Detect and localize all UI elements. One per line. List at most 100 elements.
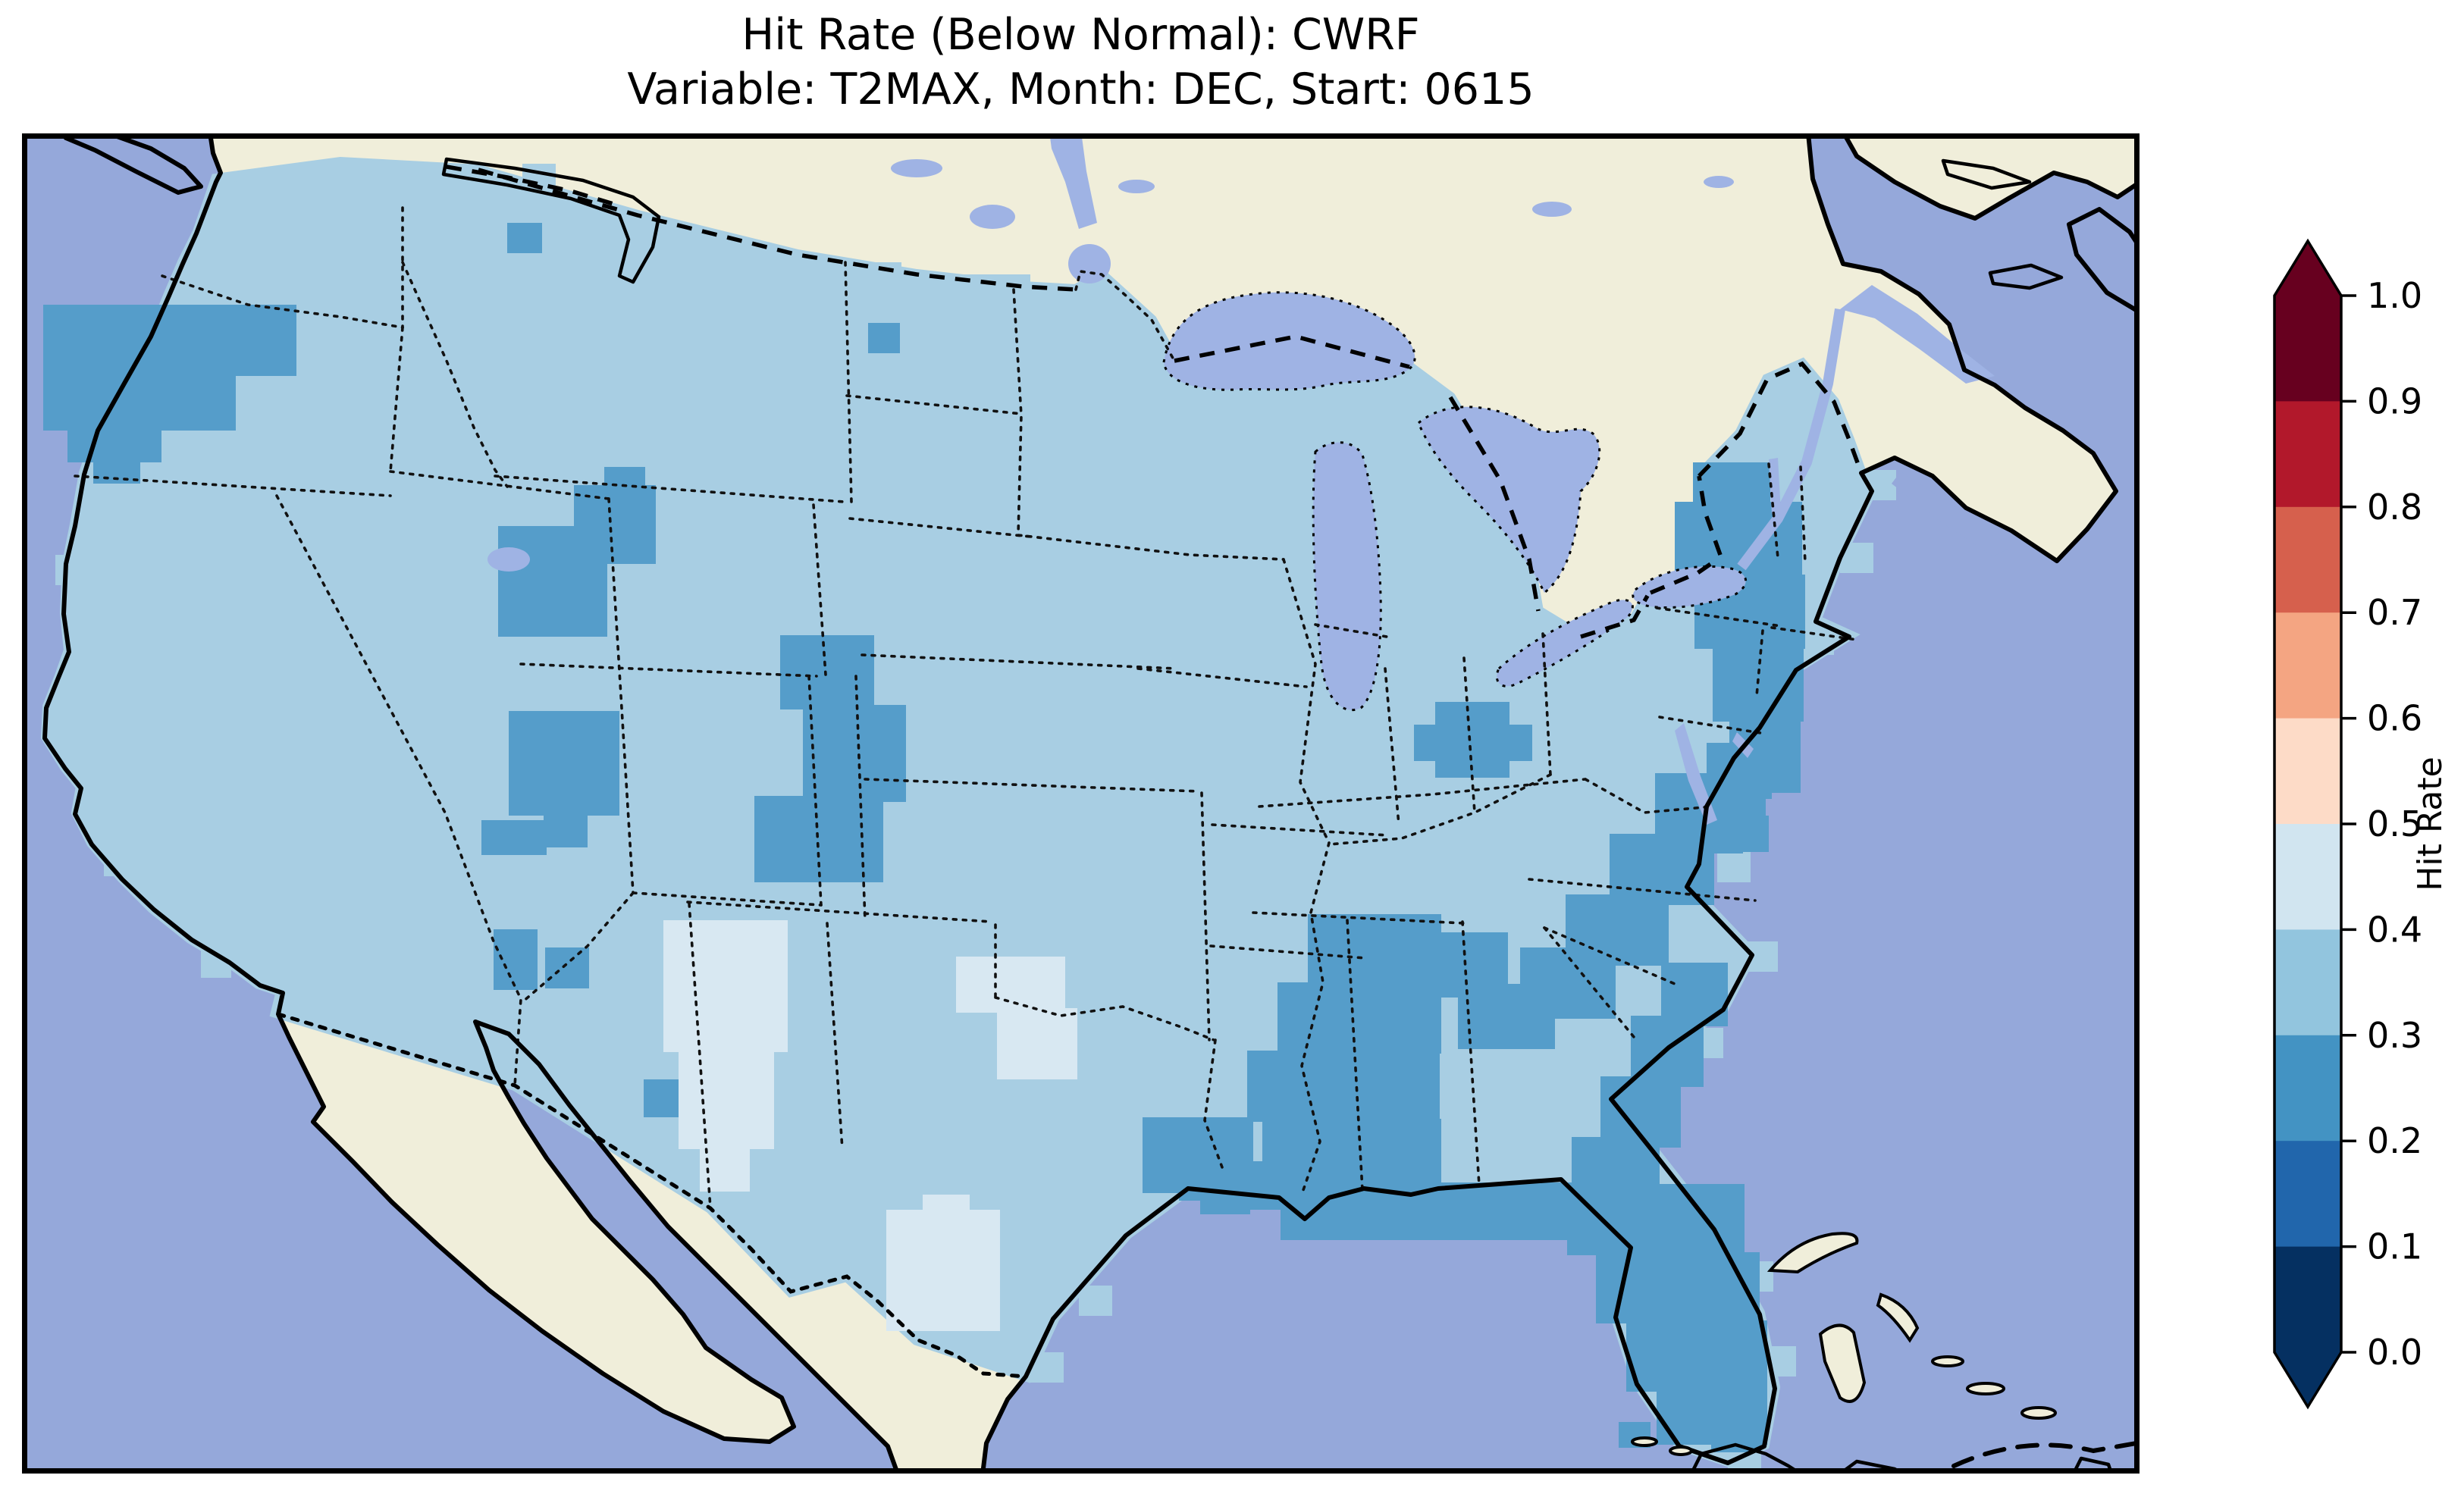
colorbar-tick-label: 0.9 — [2367, 381, 2422, 421]
colorbar-segment-0.9-1.0 — [2274, 296, 2341, 402]
title-line-2: Variable: T2MAX, Month: DEC, Start: 0615 — [627, 64, 1535, 114]
lake-of-the-woods — [1068, 244, 1111, 283]
florida-keys-islet — [1631, 1436, 1658, 1447]
colorbar-tick-label: 0.6 — [2367, 698, 2422, 739]
colorbar-tick-label: 0.8 — [2367, 487, 2422, 528]
colorbar-segments — [2274, 296, 2341, 1353]
mesh-overhang-cell — [55, 555, 86, 585]
mesh-cell-hr_02_03 — [544, 814, 588, 847]
great-salt-lake — [487, 547, 530, 572]
colorbar-tick-label: 0.4 — [2367, 909, 2422, 950]
plot-title: Hit Rate (Below Normal): CWRF Variable: … — [22, 8, 2140, 117]
canadian-lake — [1532, 202, 1572, 217]
colorbar-segment-0.2-0.3 — [2274, 1035, 2341, 1142]
bahamas-eleuthera — [1876, 1292, 1920, 1343]
canadian-lake — [1704, 176, 1734, 188]
colorbar-tick-label: 0.5 — [2367, 803, 2422, 844]
lakes-group — [441, 133, 2008, 825]
lake-huron — [1417, 406, 1601, 595]
lake-ontario — [1632, 565, 1748, 609]
bahamas-abaco — [1766, 1232, 1859, 1274]
bahamas-andros — [1818, 1323, 1867, 1403]
colorbar-segment-0.6-0.7 — [2274, 612, 2341, 719]
puget-sound-strait — [441, 157, 661, 284]
st-lawrence-estuary — [1840, 285, 1995, 384]
colorbar-segment-0.5-0.6 — [2274, 718, 2341, 825]
title-line-1: Hit Rate (Below Normal): CWRF — [741, 10, 1420, 60]
canadian-lake — [970, 205, 1015, 229]
mesh-cell-hr_02_03 — [43, 374, 236, 431]
colorbar-segment-0.0-0.1 — [2274, 1246, 2341, 1353]
mesh-cell-hr_02_03 — [67, 429, 161, 462]
mesh-overhang-cell — [1079, 1286, 1112, 1316]
mesh-cell-hr_02_03 — [1434, 932, 1508, 998]
bay-of-fundy — [1892, 471, 2008, 556]
colorbar-segment-0.4-0.5 — [2274, 824, 2341, 931]
mesh-cell-hr_02_03 — [868, 323, 900, 353]
hit-rate-mesh — [40, 156, 1896, 1471]
mesh-cell-hr_02_03 — [1711, 1419, 1761, 1452]
mesh-cell-hr_02_03 — [1414, 725, 1532, 761]
islands-group — [64, 133, 2140, 1474]
mesh-cell-hr_04_05 — [923, 1195, 970, 1217]
mesh-cell-hr_02_03 — [1572, 1137, 1660, 1193]
colorbar-tick-label: 0.1 — [2367, 1226, 2422, 1267]
colorbar-segment-0.7-0.8 — [2274, 506, 2341, 614]
hispaniola-edge — [2071, 1456, 2114, 1474]
vancouver-island — [64, 133, 203, 195]
lake-michigan — [1312, 441, 1382, 712]
mesh-cell-hr_02_03 — [545, 947, 589, 988]
mesh-cell-hr_04_05 — [997, 1008, 1077, 1079]
colorbar-segment-0.8-0.9 — [2274, 401, 2341, 508]
mesh-cell-hr_02_03 — [1179, 1169, 1218, 1201]
bahamas-islet — [1931, 1355, 1964, 1367]
lake-winnipeg — [1049, 133, 1097, 229]
mesh-cell-hr_02_03 — [754, 796, 883, 882]
mesh-cell-hr_02_03 — [481, 820, 547, 855]
map-canvas — [22, 133, 2140, 1474]
quebec-labrador-land — [1844, 133, 2140, 218]
mesh-cell-hr_02_03 — [1626, 1320, 1767, 1392]
mesh-cell-hr_02_03 — [43, 305, 296, 376]
colorbar-segment-0.3-0.4 — [2274, 929, 2341, 1036]
colorbar-segment-0.1-0.2 — [2274, 1141, 2341, 1248]
mesh-cell-hr_02_03 — [498, 526, 607, 637]
chesapeake-bay — [1675, 723, 1717, 825]
mesh-cell-hr_04_05 — [886, 1210, 1000, 1331]
mesh-value-patches — [43, 223, 1805, 1452]
bahamas-islet — [2020, 1406, 2057, 1420]
mesh-cell-hr_02_03 — [1713, 647, 1804, 722]
cuba-north-coast — [1689, 1442, 1804, 1474]
mesh-cell-hr_04_05 — [956, 957, 1065, 1013]
canadian-lake — [891, 159, 942, 177]
newfoundland — [2067, 207, 2140, 315]
mesh-cell-hr_02_03 — [1567, 1184, 1745, 1255]
colorbar-extend-under-arrow — [2274, 1352, 2341, 1407]
mesh-cell-hr_04_05 — [663, 920, 788, 1052]
bahamas-islet — [1966, 1382, 2005, 1395]
colorbar-ticks: 1.0 0.9 0.8 0.7 0.6 0.5 0.4 0.3 0.2 0.1 0.0 — [2341, 275, 2422, 1373]
mesh-cell-hr_04_05 — [679, 1049, 774, 1149]
mesh-cell-hr_02_03 — [780, 635, 874, 709]
mexico-border — [276, 1012, 1028, 1379]
colorbar-tick-label: 0.0 — [2367, 1332, 2422, 1373]
colorbar: 1.0 0.9 0.8 0.7 0.6 0.5 0.4 0.3 0.2 0.1 0.0 Hit Ra… — [2273, 238, 2450, 1410]
lake-erie — [1495, 599, 1634, 687]
colorbar-extend-over-arrow — [2274, 241, 2341, 296]
mesh-overhang-cell — [962, 274, 1030, 291]
colorbar-tick-label: 0.3 — [2367, 1015, 2422, 1056]
state-borders — [74, 206, 1858, 1210]
mesh-cell-hr_02_03 — [1308, 914, 1441, 985]
prince-edward-island — [1988, 263, 2064, 290]
canada-border — [446, 164, 1864, 639]
map-frame — [22, 133, 2140, 1474]
lake-champlain — [1769, 458, 1781, 514]
anticosti-island — [1941, 158, 2032, 190]
canadian-lake — [1118, 180, 1155, 193]
st-lawrence-river — [1737, 308, 1845, 571]
mesh-cell-hr_02_03 — [494, 929, 538, 990]
florida-keys-islet — [1669, 1445, 1693, 1456]
colorbar-tick-label: 0.2 — [2367, 1120, 2422, 1161]
mesh-cell-hr_02_03 — [509, 711, 619, 816]
